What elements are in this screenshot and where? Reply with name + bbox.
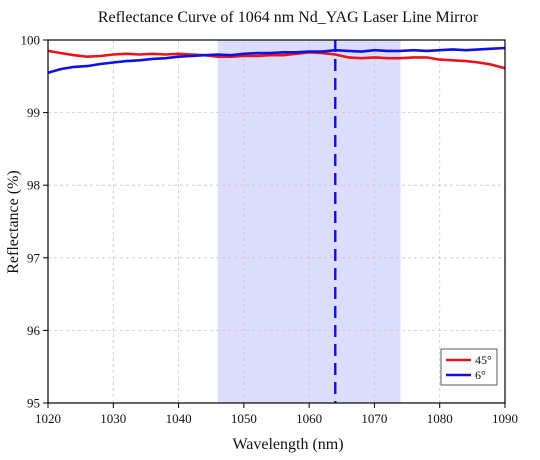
x-axis-label: Wavelength (nm) xyxy=(232,436,343,453)
y-tick-label: 98 xyxy=(27,178,40,193)
x-tick-label: 1020 xyxy=(35,411,61,426)
y-tick-label: 95 xyxy=(27,396,40,411)
plot-frame xyxy=(47,39,506,404)
x-tick-label: 1090 xyxy=(492,411,518,426)
y-tick-label: 99 xyxy=(27,105,40,120)
series-line-6° xyxy=(47,46,506,74)
x-tick-label: 1080 xyxy=(427,411,453,426)
y-tick-label: 100 xyxy=(21,33,41,48)
legend-label: 6° xyxy=(475,368,486,382)
legend: 45°6° xyxy=(440,348,498,386)
chart-title: Reflectance Curve of 1064 nm Nd_YAG Lase… xyxy=(98,9,479,26)
legend-box xyxy=(440,348,498,386)
y-axis-label: Reflectance (%) xyxy=(5,170,22,273)
axis-ticks: 1020 1030 1040 1050 1060 1070 1080 1090 95 96 97 98… xyxy=(21,33,519,427)
gridlines xyxy=(48,40,505,403)
y-tick-label: 96 xyxy=(27,323,41,338)
x-tick-label: 1030 xyxy=(100,411,126,426)
x-tick-label: 1050 xyxy=(231,411,257,426)
legend-label: 45° xyxy=(475,353,492,367)
series-line-45° xyxy=(47,49,506,70)
x-tick-label: 1060 xyxy=(296,411,322,426)
x-tick-label: 1070 xyxy=(361,411,387,426)
series-lines xyxy=(47,46,506,74)
y-tick-label: 97 xyxy=(27,250,41,265)
x-tick-label: 1040 xyxy=(166,411,192,426)
